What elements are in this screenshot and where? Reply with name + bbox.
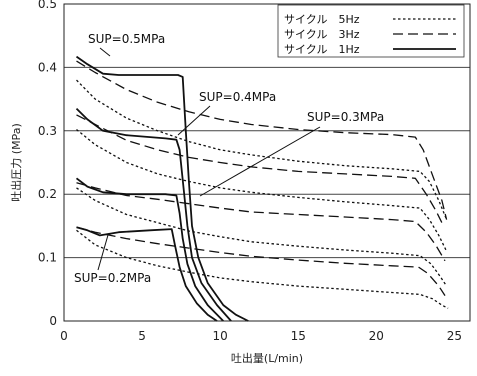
x-tick-label-5: 25 [447,329,462,343]
x-tick-label-3: 15 [291,329,306,343]
x-tick-label-0: 0 [60,329,68,343]
y-axis-label: 吐出圧力 (MPa) [9,123,23,201]
annotation-leader-0 [99,47,111,57]
legend: サイクル 5Hz サイクル 3Hz サイクル 1Hz [277,4,465,58]
annotation-label-0: SUP=0.5MPa [88,32,165,46]
series-line-3-solid [76,226,218,322]
y-tick-label-5: 0.5 [38,0,57,11]
legend-label-0: サイクル 5Hz [284,13,360,26]
x-tick-label-4: 20 [369,329,384,343]
annotation-label-2: SUP=0.3MPa [307,110,384,124]
series-line-6-dashed [76,182,446,262]
x-tick-label-1: 5 [138,329,146,343]
series-line-0-solid [75,55,249,322]
series-line-11-dotted [76,229,449,309]
plot-frame [63,3,471,322]
y-tick-label-1: 0.1 [38,251,57,265]
annotation-label-3: SUP=0.2MPa [74,271,151,285]
y-tick-label-2: 0.2 [38,187,57,201]
y-tick-label-3: 0.3 [38,124,57,138]
annotation-label-1: SUP=0.4MPa [199,90,276,104]
series-line-5-dashed [76,114,445,227]
series-lines [75,55,449,322]
x-axis-label: 吐出量(L/min) [231,351,303,365]
series-line-9-dotted [76,128,448,252]
series-line-4-dashed [76,60,448,220]
series-line-7-dashed [76,226,446,296]
series-line-10-dotted [76,187,448,287]
annotation-leader-2 [199,126,321,197]
y-tick-label-0: 0 [49,314,57,328]
tick-labels: 0 5 10 15 20 25 0 0.1 0.2 0.3 0.4 0.5 [38,0,462,343]
x-tick-label-2: 10 [213,329,228,343]
series-line-2-solid [75,177,224,322]
annotation-leader-3 [97,234,109,271]
legend-label-2: サイクル 1Hz [284,43,360,56]
series-line-1-solid [75,107,232,322]
legend-label-1: サイクル 3Hz [284,28,360,41]
annotations: SUP=0.5MPa SUP=0.4MPa SUP=0.3MPa SUP=0.2MPa [74,32,384,285]
annotation-leader-1 [177,105,211,136]
y-tick-label-4: 0.4 [38,60,57,74]
